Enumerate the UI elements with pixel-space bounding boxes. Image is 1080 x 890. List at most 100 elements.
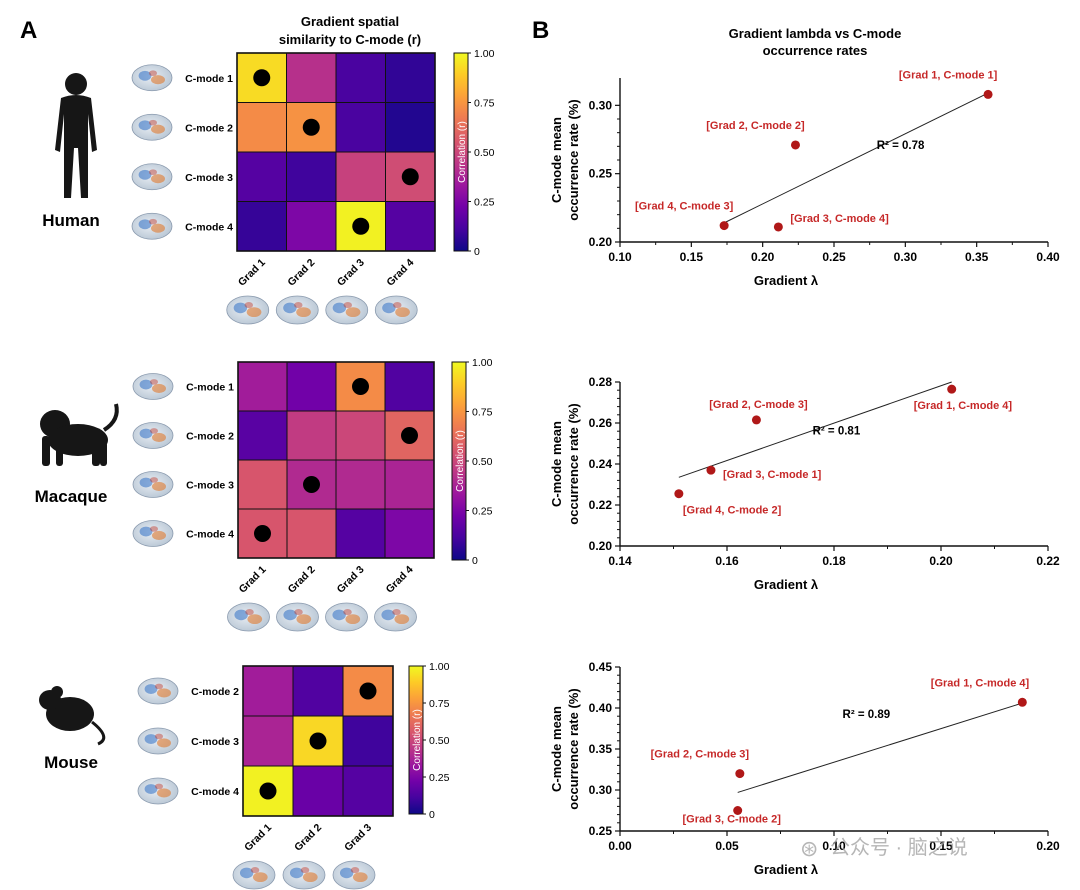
heatmap-mouse-row-label: C-mode 4 (191, 786, 239, 798)
heatmap-mouse-colorbar-tick: 1.00 (429, 661, 450, 673)
scatter-mouse-y-tick-label: 0.45 (589, 660, 613, 674)
heatmap-human-colorbar-tick: 0.25 (474, 197, 495, 209)
scatter-mouse-y-axis-label-line1: C-mode mean (549, 706, 564, 792)
heatmap-macaque-cell (384, 361, 435, 412)
heatmap-human-col-label: Grad 3 (335, 257, 367, 289)
heatmap-macaque-max-marker (401, 427, 418, 444)
heatmap-human-row-brain (131, 113, 173, 141)
heatmap-mouse-cell (292, 765, 344, 817)
heatmap-mouse-col-label: Grad 1 (242, 822, 274, 854)
panel-b-letter: B (532, 17, 549, 44)
heatmap-macaque-col-brain (325, 602, 368, 632)
scatter-human-point (983, 89, 993, 99)
heatmap-human-cell (385, 201, 436, 252)
scatter-macaque-point (706, 465, 716, 475)
heatmap-human-max-marker (401, 168, 419, 186)
scatter-mouse-point-label: [Grad 2, C-mode 3] (651, 749, 750, 761)
heatmap-human-border (236, 52, 436, 252)
scatter-human-point-label: [Grad 3, C-mode 4] (790, 213, 889, 225)
scatter-macaque-y-axis-label-line2: occurrence rate (%) (566, 403, 581, 524)
heatmap-human-row-label: C-mode 4 (185, 221, 233, 233)
scatter-macaque-point (947, 384, 957, 394)
scatter-title-line2: occurrence rates (763, 43, 868, 58)
heatmap-title-line1: Gradient spatial (301, 14, 399, 29)
scatter-mouse-y-tick-label: 0.25 (589, 824, 613, 838)
heatmap-macaque-cell (286, 508, 337, 559)
heatmap-human-colorbar-tick: 1.00 (474, 48, 495, 60)
watermark-text: 公众号 · 脑之说 (830, 836, 968, 859)
scatter-human-y-tick-label: 0.25 (589, 167, 613, 181)
scatter-macaque-y-tick-label: 0.20 (589, 539, 613, 553)
heatmap-human-colorbar-tick: 0.50 (474, 147, 495, 159)
heatmap-human-cell (335, 102, 386, 153)
heatmap-human-row-label: C-mode 1 (185, 73, 233, 85)
scatter-human-y-tick-label: 0.30 (589, 98, 613, 112)
heatmap-macaque-colorbar-tick: 0.50 (472, 456, 493, 468)
heatmap-macaque-max-marker (352, 378, 369, 395)
scatter-macaque-fit-line (678, 381, 952, 478)
heatmap-mouse-row-brain (137, 677, 179, 705)
scatter-mouse-x-tick-label: 0.20 (1036, 839, 1060, 853)
heatmap-human-colorbar-tick: 0.75 (474, 98, 495, 110)
heatmap-macaque-row-label: C-mode 3 (186, 480, 234, 492)
scatter-macaque-y-tick-label: 0.28 (589, 375, 613, 389)
scatter-human-x-tick-label: 0.15 (680, 250, 704, 264)
heatmap-macaque-cell (237, 459, 288, 510)
heatmap-mouse-colorbar-tick: 0.25 (429, 772, 450, 784)
heatmap-mouse-col-label: Grad 3 (342, 822, 374, 854)
heatmap-macaque-colorbar-tick: 1.00 (472, 357, 493, 369)
scatter-macaque-point (674, 489, 684, 499)
species-label-human: Human (42, 211, 100, 230)
scatter-macaque-point-label: [Grad 2, C-mode 3] (709, 399, 808, 411)
heatmap-mouse-cell (242, 715, 294, 767)
scatter-human-x-axis-label: Gradient λ (754, 273, 819, 288)
scatter-mouse-x-tick-label: 0.05 (715, 839, 739, 853)
heatmap-macaque-row-label: C-mode 4 (186, 529, 234, 541)
heatmap-macaque-cell (384, 459, 435, 510)
scatter-human-y-tick-label: 0.20 (589, 235, 613, 249)
scatter-macaque-x-tick-label: 0.14 (608, 554, 632, 568)
scatter-macaque-point-label: [Grad 4, C-mode 2] (683, 505, 782, 517)
scatter-human-point (790, 140, 800, 150)
heatmap-macaque-border (237, 361, 435, 559)
heatmap-human-col-label: Grad 4 (384, 257, 416, 289)
heatmap-human-row-brain (131, 212, 173, 240)
scatter-human-fit-line (723, 92, 989, 224)
heatmap-mouse-cell (342, 715, 394, 767)
scatter-human-x-tick-label: 0.30 (894, 250, 918, 264)
heatmap-mouse-border (242, 665, 394, 817)
scatter-macaque-y-tick-label: 0.22 (589, 498, 613, 512)
heatmap-macaque-cell (237, 410, 288, 461)
scatter-mouse-point (733, 806, 743, 815)
heatmap-macaque-col-brain (276, 602, 319, 632)
scatter-macaque-x-tick-label: 0.22 (1036, 554, 1060, 568)
heatmap-macaque-row-brain (132, 422, 174, 449)
heatmap-macaque-colorbar-tick: 0.25 (472, 506, 493, 518)
scatter-mouse-point-label: [Grad 1, C-mode 4] (931, 677, 1030, 689)
heatmap-human-cell (286, 151, 337, 202)
scatter-mouse-point-label: [Grad 3, C-mode 2] (682, 814, 781, 826)
scatter-mouse-x-tick-label: 0.15 (929, 839, 953, 853)
heatmap-human-row-label: C-mode 2 (185, 122, 233, 134)
scatter-macaque-point-label: [Grad 1, C-mode 4] (914, 400, 1013, 412)
heatmap-human-cell (236, 151, 287, 202)
heatmap-mouse-colorbar-tick: 0 (429, 809, 435, 821)
heatmap-human-cell (286, 201, 337, 252)
heatmap-macaque-cell (335, 459, 386, 510)
mouse-silhouette-icon (39, 686, 106, 746)
scatter-mouse-y-tick-label: 0.35 (589, 742, 613, 756)
heatmap-mouse-max-marker (359, 682, 377, 700)
heatmap-human-col-label: Grad 1 (236, 257, 268, 289)
scatter-human-x-tick-label: 0.20 (751, 250, 775, 264)
scatter-macaque-x-axis-label: Gradient λ (754, 577, 819, 592)
scatter-human-point-label: [Grad 4, C-mode 3] (635, 201, 734, 213)
heatmap-mouse-col-brain (282, 860, 326, 890)
macaque-silhouette-icon (40, 403, 119, 466)
heatmap-human-cell (335, 151, 386, 202)
scatter-macaque-x-tick-label: 0.20 (929, 554, 953, 568)
heatmap-human-cell (236, 201, 287, 252)
heatmap-macaque-col-label: Grad 4 (384, 564, 416, 596)
scatter-macaque-point-label: [Grad 3, C-mode 1] (723, 469, 822, 481)
heatmap-macaque-colorbar-tick: 0 (472, 555, 478, 567)
